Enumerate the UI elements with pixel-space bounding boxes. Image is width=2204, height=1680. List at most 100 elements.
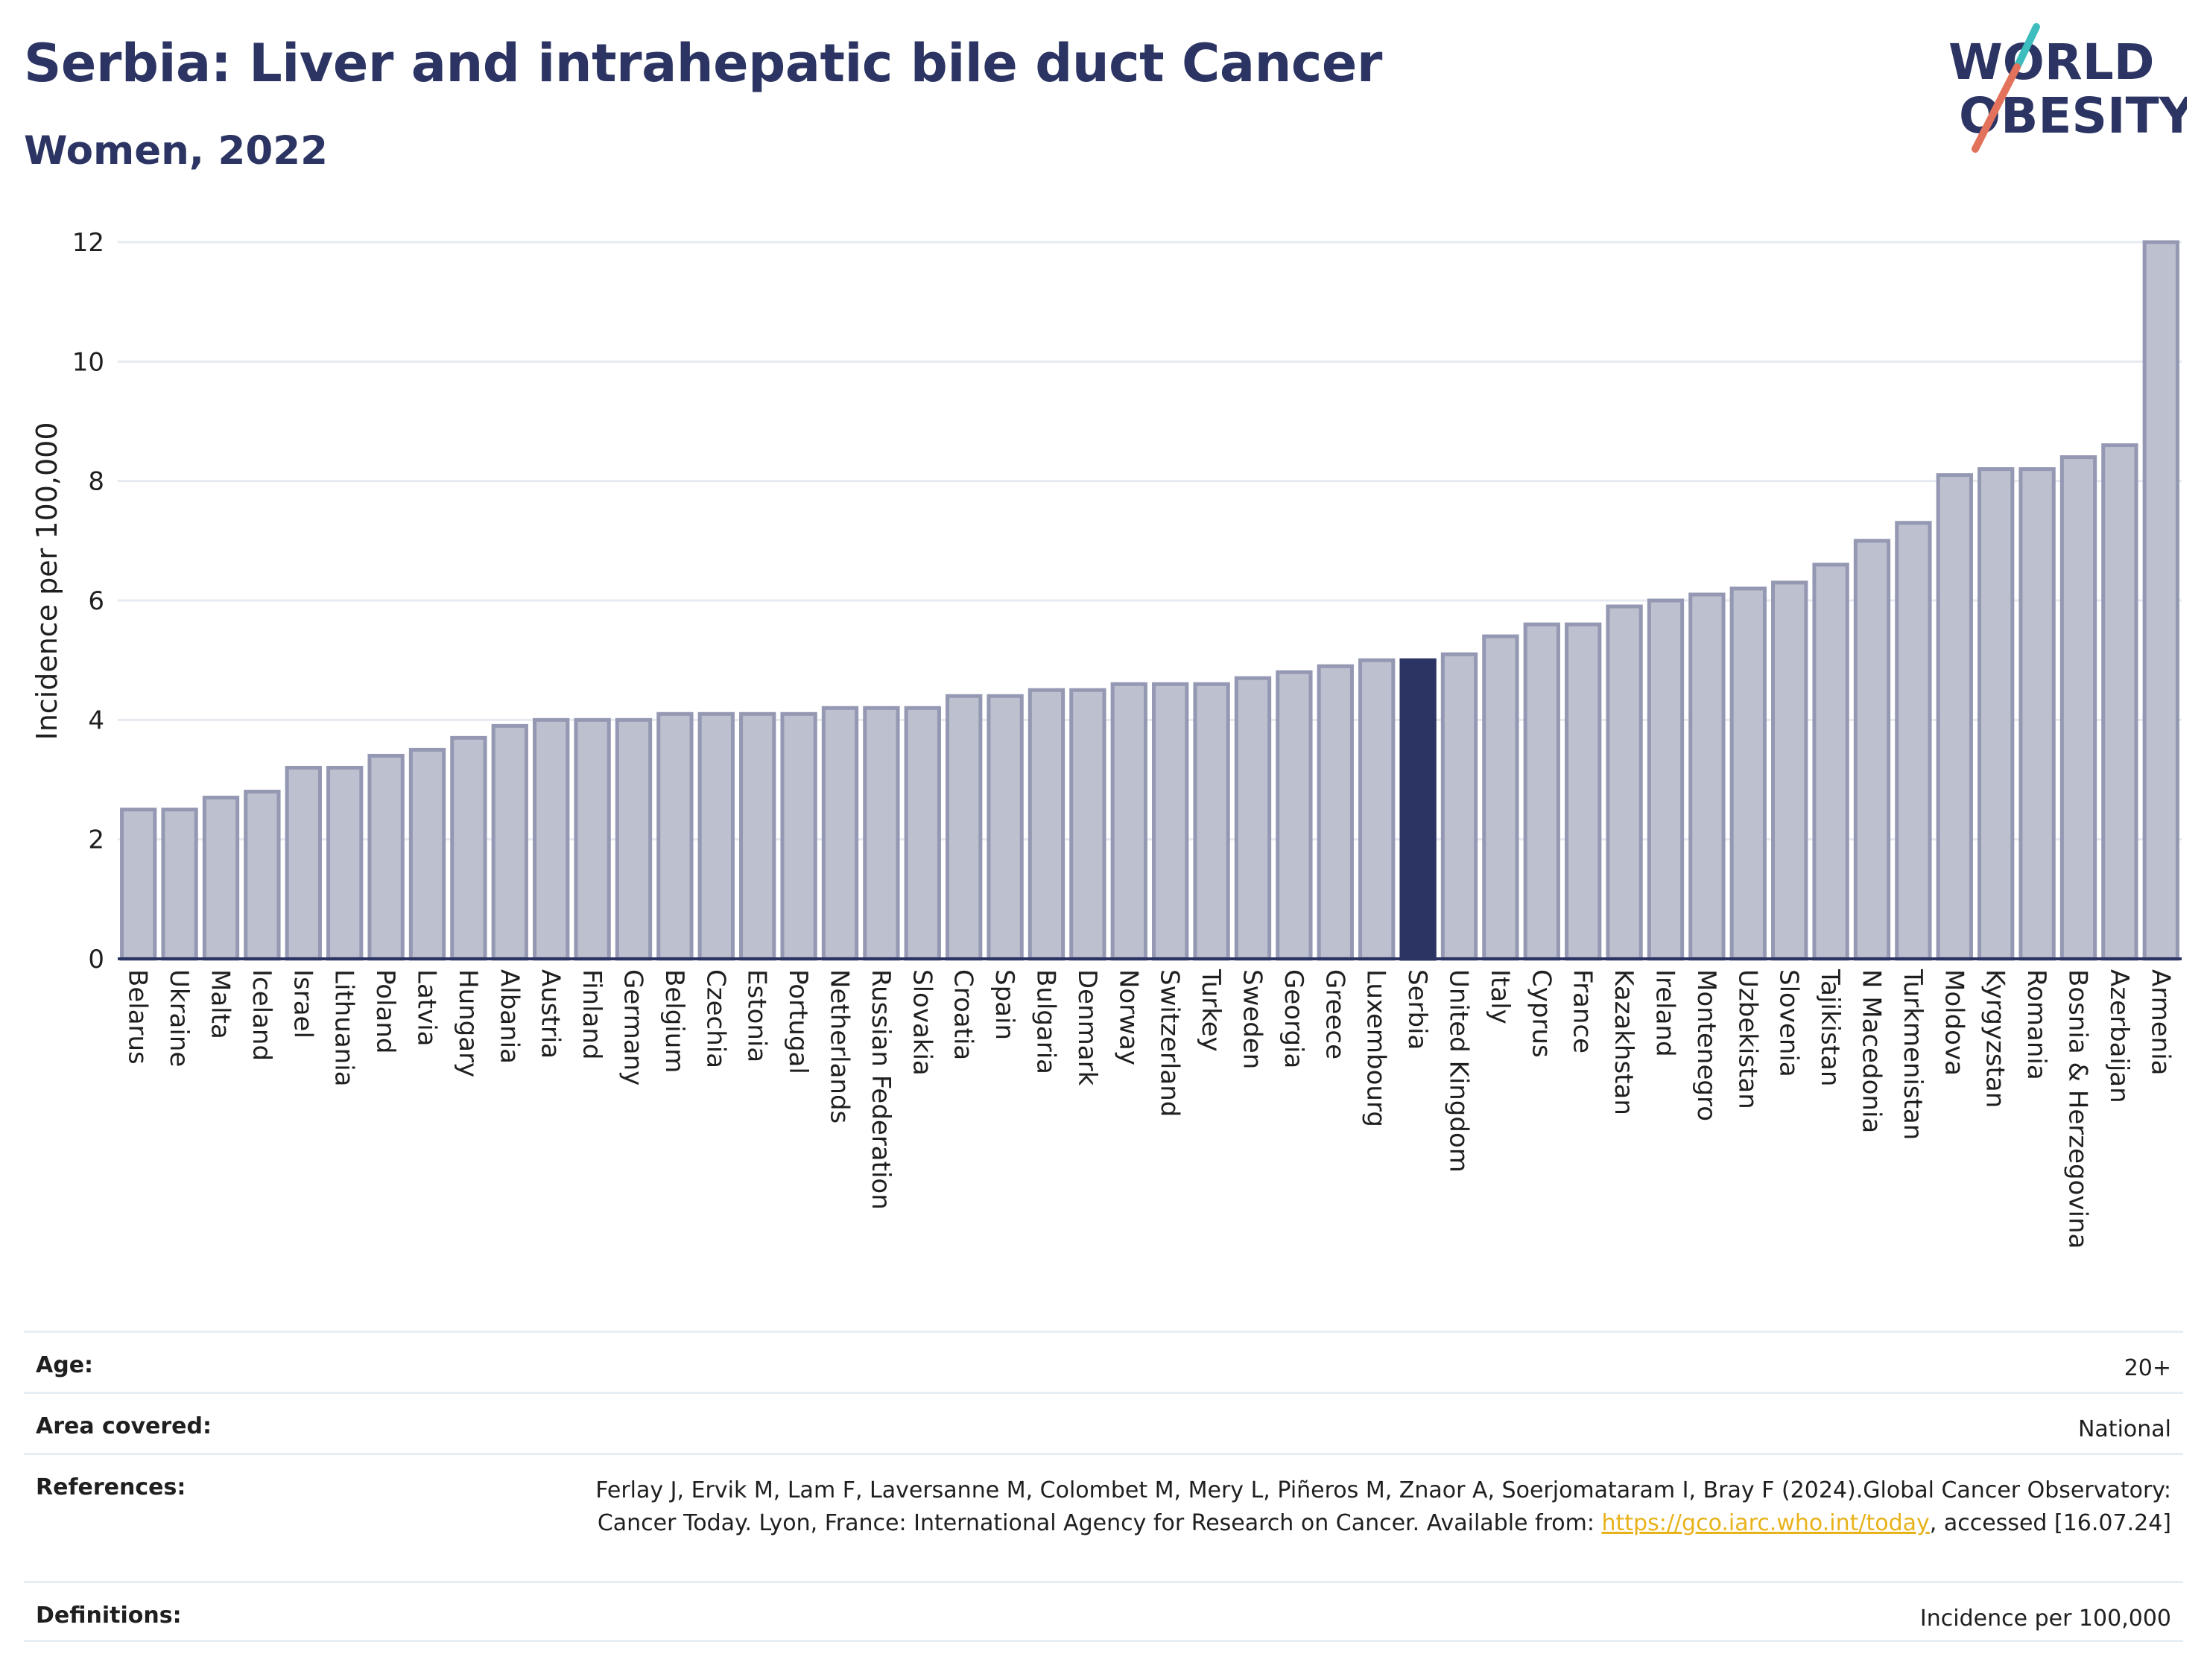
x-tick-label: Malta xyxy=(206,969,235,1039)
bar-estonia xyxy=(739,711,776,961)
x-tick-label: France xyxy=(1568,969,1597,1053)
logo-line1: WORLD xyxy=(1948,34,2155,91)
x-tick-label: Denmark xyxy=(1072,969,1102,1086)
bar-turkey xyxy=(1193,682,1230,961)
y-tick-label: 2 xyxy=(88,825,104,855)
x-tick-label: Ireland xyxy=(1650,969,1680,1057)
x-tick-label: Ukraine xyxy=(164,969,194,1067)
y-axis-ticks: 0 2 4 6 8 10 12 xyxy=(72,228,104,974)
bar-kyrgyzstan xyxy=(1977,467,2015,961)
x-tick-label: Estonia xyxy=(742,969,772,1062)
info-value: Ferlay J, Ervik M, Lam F, Laversanne M, … xyxy=(532,1474,2171,1568)
x-tick-label: Slovenia xyxy=(1774,969,1804,1077)
x-tick-label: Slovakia xyxy=(907,969,937,1076)
bar-n-macedonia xyxy=(1853,539,1891,961)
bar-croatia xyxy=(946,694,983,961)
x-tick-label: Hungary xyxy=(453,969,483,1077)
y-tick-label: 4 xyxy=(88,706,104,735)
x-tick-label: Montenegro xyxy=(1691,969,1721,1121)
bar-ukraine xyxy=(161,808,198,961)
x-tick-label: Netherlands xyxy=(825,969,855,1123)
info-key: References: xyxy=(36,1474,186,1500)
bar-cyprus xyxy=(1523,622,1560,961)
x-tick-label: Norway xyxy=(1113,969,1143,1065)
x-tick-label: Armenia xyxy=(2145,969,2175,1076)
bar-serbia xyxy=(1399,658,1437,961)
x-tick-label: Italy xyxy=(1485,969,1515,1024)
bar-czechia xyxy=(697,711,735,961)
bar-israel xyxy=(285,765,322,961)
reference-link[interactable]: https://gco.iarc.who.int/today xyxy=(1601,1510,1930,1536)
reference-text: Ferlay J, Ervik M, Lam F, Laversanne M, … xyxy=(595,1477,2171,1536)
bar-romania xyxy=(2018,467,2056,961)
bar-hungary xyxy=(450,735,487,961)
info-key: Age: xyxy=(36,1352,94,1378)
bar-iceland xyxy=(244,790,281,961)
bar-portugal xyxy=(780,711,817,961)
x-tick-label: Finland xyxy=(577,969,607,1060)
x-tick-label: Turkey xyxy=(1196,969,1226,1052)
x-tick-label: Switzerland xyxy=(1155,969,1185,1117)
bar-russian-federation xyxy=(863,706,900,961)
world-obesity-logo: WORLD OBESITY xyxy=(1948,23,2187,153)
x-tick-label: Moldova xyxy=(1939,969,1969,1076)
x-tick-label: Iceland xyxy=(247,969,276,1061)
bar-montenegro xyxy=(1688,592,1726,961)
x-axis-labels: Belarus Ukraine Malta Iceland Israel Lithuani… xyxy=(123,969,2176,1249)
bar-malta xyxy=(202,796,240,961)
chart-title: Serbia: Liver and intrahepatic bile duct… xyxy=(24,33,1382,94)
x-tick-label: Poland xyxy=(370,969,400,1054)
bar-slovakia xyxy=(904,706,941,961)
x-tick-label: Spain xyxy=(989,969,1019,1040)
bar-moldova xyxy=(1936,473,1973,961)
info-row-area: Area covered: National xyxy=(24,1392,2183,1453)
x-tick-label: Georgia xyxy=(1279,969,1308,1068)
x-tick-label: Portugal xyxy=(783,969,813,1074)
bar-azerbaijan xyxy=(2101,443,2138,961)
x-tick-label: Albania xyxy=(494,969,524,1064)
x-tick-label: Cyprus xyxy=(1526,969,1556,1058)
bar-denmark xyxy=(1069,688,1106,961)
bar-uzbekistan xyxy=(1729,586,1767,961)
bar-germany xyxy=(615,717,653,961)
x-tick-label: N Macedonia xyxy=(1857,969,1887,1133)
bar-netherlands xyxy=(821,706,859,961)
info-value: National xyxy=(2077,1416,2171,1442)
y-tick-label: 8 xyxy=(88,467,104,497)
bar-united-kingdom xyxy=(1440,652,1478,961)
bar-georgia xyxy=(1276,670,1313,961)
chart-subtitle: Women, 2022 xyxy=(24,128,328,174)
logo-line2: OBESITY xyxy=(1959,87,2187,145)
bar-tajikistan xyxy=(1812,562,1849,961)
y-tick-label: 6 xyxy=(88,586,104,616)
x-tick-label: Czechia xyxy=(700,969,730,1068)
bar-lithuania xyxy=(326,765,364,961)
x-tick-label: Belgium xyxy=(659,969,689,1073)
x-tick-label: United Kingdom xyxy=(1444,969,1474,1173)
x-tick-label: Latvia xyxy=(412,969,442,1047)
info-key: Area covered: xyxy=(36,1413,212,1439)
bars xyxy=(120,240,2179,961)
x-tick-label: Serbia xyxy=(1402,969,1432,1050)
bar-finland xyxy=(574,717,611,961)
y-tick-label: 10 xyxy=(72,347,104,377)
bar-armenia xyxy=(2142,240,2179,961)
bar-italy xyxy=(1482,634,1519,961)
bar-turkmenistan xyxy=(1895,521,1932,961)
logo-slash-coral xyxy=(1972,63,2021,153)
bar-greece xyxy=(1317,664,1354,961)
y-tick-label: 12 xyxy=(72,228,104,258)
x-tick-label: Russian Federation xyxy=(866,969,896,1210)
x-tick-label: Kyrgyzstan xyxy=(1980,969,2010,1108)
bar-belgium xyxy=(656,711,694,961)
info-table: Age: 20+ Area covered: National Referenc… xyxy=(24,1331,2183,1642)
bar-bosnia-herzegovina xyxy=(2059,455,2097,961)
y-axis-title: Incidence per 100,000 xyxy=(31,422,63,740)
bar-spain xyxy=(987,694,1024,961)
bar-bulgaria xyxy=(1027,688,1065,961)
x-tick-label: Romania xyxy=(2021,969,2051,1080)
bar-belarus xyxy=(120,808,157,961)
x-tick-label: Germany xyxy=(618,969,648,1085)
bar-albania xyxy=(491,723,528,961)
x-tick-label: Lithuania xyxy=(329,969,359,1086)
